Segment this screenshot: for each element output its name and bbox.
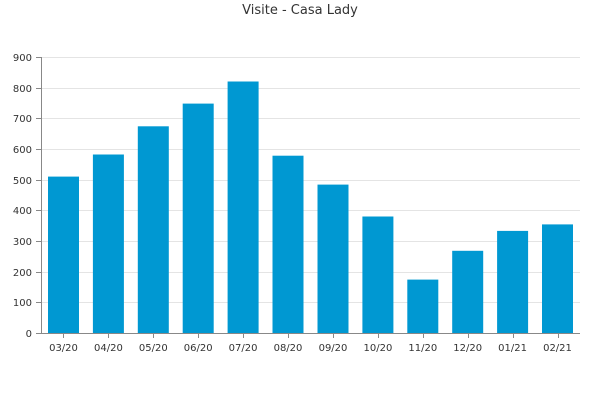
bar: [452, 250, 484, 333]
bar: [137, 126, 169, 333]
bar: [317, 184, 349, 333]
y-tick-label: 300: [13, 237, 32, 248]
x-tick-label: 07/20: [229, 343, 258, 354]
y-tick-label: 800: [13, 84, 32, 95]
grid-lines: [41, 57, 580, 303]
bar: [362, 216, 394, 333]
x-tick-label: 09/20: [319, 343, 348, 354]
bar: [542, 224, 573, 333]
bar: [92, 154, 124, 333]
x-tick-label: 02/21: [543, 343, 572, 354]
y-tick-label: 0: [26, 329, 32, 340]
bar: [227, 81, 259, 333]
x-tick-label: 05/20: [139, 343, 168, 354]
bar: [407, 279, 439, 333]
y-tick-label: 200: [13, 268, 32, 279]
x-tick-label: 10/20: [363, 343, 392, 354]
bar: [48, 176, 79, 333]
y-tick-label: 900: [13, 53, 32, 64]
x-tick-label: 12/20: [453, 343, 482, 354]
bar: [272, 155, 304, 333]
bar: [182, 103, 214, 333]
x-tick-label: 01/21: [498, 343, 527, 354]
y-tick-label: 700: [13, 114, 32, 125]
y-tick-label: 400: [13, 206, 32, 217]
axes: [36, 57, 580, 338]
y-tick-label: 500: [13, 176, 32, 187]
chart-title: Visite - Casa Lady: [242, 3, 358, 18]
bar: [497, 230, 529, 333]
y-tick-label: 600: [13, 145, 32, 156]
bars: [48, 81, 573, 333]
x-tick-label: 06/20: [184, 343, 213, 354]
x-tick-label: 03/20: [49, 343, 78, 354]
x-tick-labels: 03/20 04/20 05/20 06/20 07/20 08/20 09/20 10/20…: [49, 343, 572, 354]
x-tick-label: 08/20: [274, 343, 303, 354]
x-tick-label: 04/20: [94, 343, 123, 354]
y-tick-labels: 0 100 200 300 400 500 600 700 800 900: [13, 53, 32, 340]
x-tick-label: 11/20: [408, 343, 437, 354]
y-tick-label: 100: [13, 298, 32, 309]
